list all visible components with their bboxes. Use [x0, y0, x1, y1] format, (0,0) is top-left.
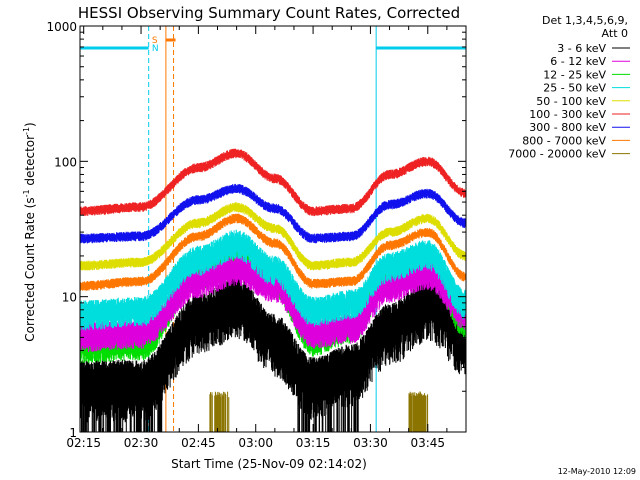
y-axis-label: Corrected Count Rate (s-1 detector-1)	[22, 122, 37, 341]
series-line	[209, 391, 429, 432]
legend-label: 3 - 6 keV	[557, 42, 606, 55]
x-tick-label: 03:45	[410, 436, 445, 450]
plot-area: SN	[79, 26, 467, 432]
legend-label: 50 - 100 keV	[536, 95, 606, 108]
legend-label: 6 - 12 keV	[550, 55, 606, 68]
legend-label: 800 - 7000 keV	[522, 134, 606, 147]
chart-title: HESSI Observing Summary Count Rates, Cor…	[78, 4, 460, 22]
x-tick-label: 02:45	[181, 436, 216, 450]
legend-label: 100 - 300 keV	[529, 108, 606, 121]
axes: 1 10 100 1000 02:15 02:30 02:45 03:00 03:15 03:30…	[46, 20, 467, 450]
x-tick-label: 03:15	[296, 436, 331, 450]
legend-label: 12 - 25 keV	[543, 68, 606, 81]
y-tick-label: 1000	[46, 20, 77, 34]
footer-date: 12-May-2010 12:09	[558, 467, 636, 476]
y-tick-label: 1	[69, 426, 77, 440]
x-tick-label: 02:15	[66, 436, 101, 450]
legend-label: 25 - 50 keV	[543, 82, 606, 95]
legend-header: Att 0	[602, 27, 628, 40]
x-axis-label: Start Time (25-Nov-09 02:14:02)	[171, 457, 367, 471]
saa-label: S	[152, 36, 158, 46]
x-tick-label: 02:30	[124, 436, 159, 450]
legend-label: 7000 - 20000 keV	[508, 148, 606, 161]
legend-label: 300 - 800 keV	[529, 121, 606, 134]
x-tick-label: 03:30	[353, 436, 388, 450]
series-7000to20000keV	[209, 391, 429, 432]
y-tick-label: 100	[54, 155, 77, 169]
plot-frame	[79, 25, 467, 433]
x-tick-label: 03:00	[238, 436, 273, 450]
night-label: N	[152, 44, 159, 54]
legend-header: Det 1,3,4,5,6,9,	[542, 14, 628, 27]
y-tick-label: 10	[62, 291, 77, 305]
